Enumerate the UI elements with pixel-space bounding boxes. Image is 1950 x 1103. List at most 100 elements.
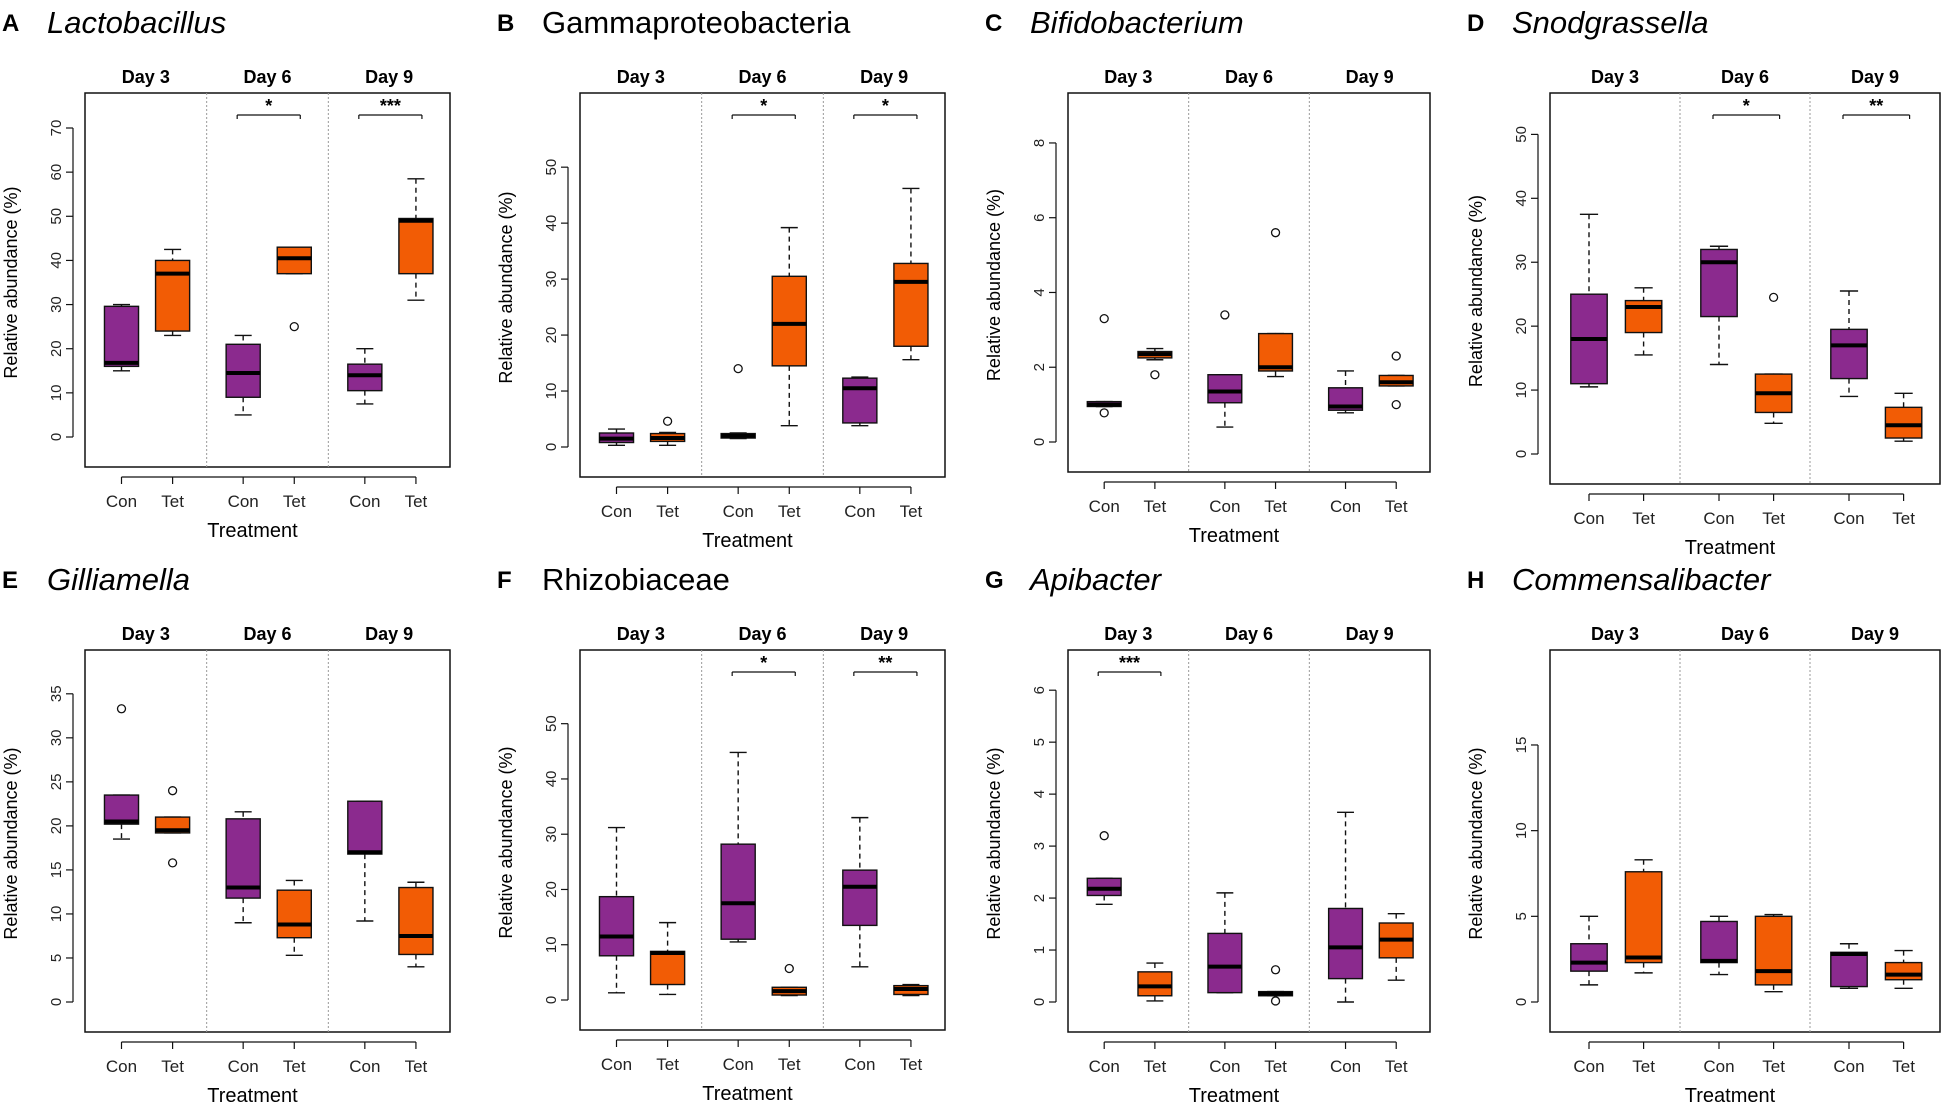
significance-stars: ** xyxy=(1869,96,1883,116)
box-iqr xyxy=(225,818,261,899)
outlier-point xyxy=(1768,292,1779,303)
significance-stars: * xyxy=(1743,96,1750,116)
y-tick-label: 5 xyxy=(1513,912,1530,920)
box-iqr xyxy=(1207,932,1243,994)
plot-frame xyxy=(84,649,451,1033)
y-tick-label: 20 xyxy=(48,340,65,357)
day-label: Day 3 xyxy=(1591,67,1639,87)
x-tick-label: Tet xyxy=(405,492,428,511)
x-tick-label: Tet xyxy=(1762,509,1785,528)
box-iqr xyxy=(103,305,140,368)
y-tick-label: 50 xyxy=(543,715,560,732)
x-tick-label: Con xyxy=(1209,497,1240,516)
day-label: Day 9 xyxy=(1851,67,1899,87)
day-label: Day 3 xyxy=(122,67,170,87)
box-iqr xyxy=(347,363,383,392)
x-tick-label: Con xyxy=(1703,1057,1734,1076)
y-axis-title: Relative abundance (%) xyxy=(1466,747,1486,939)
outlier-point xyxy=(1099,313,1109,324)
y-tick-label: 0 xyxy=(543,443,560,451)
day-label: Day 6 xyxy=(243,624,291,644)
day-label: Day 9 xyxy=(1346,624,1394,644)
box-iqr xyxy=(225,343,261,398)
box-con-day-3 xyxy=(598,428,635,447)
box-con-day-3 xyxy=(1570,915,1608,986)
day-label: Day 3 xyxy=(122,624,170,644)
day-label: Day 9 xyxy=(365,67,413,87)
panel-c: C Bifidobacterium Day 3 Day 6 Day 9 0 2 4 6 8 Rela… xyxy=(984,5,1431,547)
x-tick-label: Tet xyxy=(283,492,306,511)
box-tet-day-3 xyxy=(154,248,191,337)
x-axis-title: Treatment xyxy=(702,530,793,552)
box-con-day-3 xyxy=(103,303,140,372)
box-tet-day-6 xyxy=(1754,292,1793,425)
outlier-point xyxy=(167,786,178,796)
y-tick-label: 0 xyxy=(1031,438,1048,446)
outlier-point xyxy=(289,321,299,332)
outlier-point xyxy=(662,416,673,426)
y-tick-label: 40 xyxy=(1513,190,1530,207)
significance-stars: ** xyxy=(878,653,892,673)
x-tick-label: Con xyxy=(349,492,380,511)
box-tet-day-3 xyxy=(1624,287,1663,356)
y-tick-label: 50 xyxy=(543,159,560,176)
box-iqr xyxy=(1884,961,1923,981)
x-tick-label: Tet xyxy=(1385,497,1408,516)
box-tet-day-3 xyxy=(154,786,191,868)
x-tick-label: Tet xyxy=(1264,1057,1287,1076)
box-iqr xyxy=(842,869,878,927)
box-con-day-9 xyxy=(842,816,878,968)
box-tet-day-9 xyxy=(398,178,434,301)
x-tick-label: Con xyxy=(349,1057,380,1076)
box-tet-day-3 xyxy=(649,416,686,447)
y-tick-label: 15 xyxy=(1513,737,1530,754)
y-tick-label: 8 xyxy=(1031,139,1048,147)
x-axis-title: Treatment xyxy=(1189,1085,1280,1103)
day-label: Day 3 xyxy=(617,624,665,644)
outlier-point xyxy=(1270,965,1281,975)
x-tick-label: Con xyxy=(601,502,632,521)
panel-letter: C xyxy=(985,10,1002,37)
x-tick-label: Tet xyxy=(778,502,801,521)
box-con-day-9 xyxy=(1327,370,1364,414)
y-tick-label: 10 xyxy=(543,936,560,953)
x-tick-label: Con xyxy=(228,492,259,511)
plot-frame xyxy=(1549,92,1941,485)
box-con-day-3 xyxy=(1570,213,1608,388)
y-tick-label: 5 xyxy=(1031,738,1048,746)
box-iqr xyxy=(598,895,635,957)
y-axis-title: Relative abundance (%) xyxy=(984,189,1004,381)
y-tick-label: 50 xyxy=(1513,126,1530,143)
box-tet-day-9 xyxy=(1884,949,1923,989)
box-iqr xyxy=(1830,951,1868,988)
panel-letter: D xyxy=(1467,10,1484,37)
box-con-day-6 xyxy=(1207,310,1243,428)
x-tick-label: Tet xyxy=(161,492,184,511)
y-tick-label: 0 xyxy=(543,996,560,1004)
box-iqr xyxy=(842,377,878,424)
box-tet-day-6 xyxy=(771,226,808,427)
outlier-point xyxy=(733,363,743,374)
x-tick-label: Con xyxy=(844,1055,875,1074)
x-tick-label: Con xyxy=(1330,1057,1361,1076)
box-iqr xyxy=(154,259,191,332)
x-tick-label: Tet xyxy=(1144,497,1167,516)
outlier-point xyxy=(1391,351,1401,361)
x-tick-label: Tet xyxy=(656,1055,679,1074)
y-tick-label: 10 xyxy=(48,385,65,402)
day-label: Day 6 xyxy=(738,67,786,87)
plot-frame xyxy=(579,649,946,1031)
box-tet-day-6 xyxy=(771,963,808,997)
day-label: Day 6 xyxy=(1225,624,1273,644)
y-tick-label: 30 xyxy=(48,729,65,746)
y-tick-label: 6 xyxy=(1031,214,1048,222)
x-tick-label: Con xyxy=(106,1057,137,1076)
box-tet-day-3 xyxy=(1137,347,1173,380)
x-tick-label: Tet xyxy=(161,1057,184,1076)
panel-f: F Rhizobiaceae Day 3 Day 6 Day 9 0 10 20 30 40 50 R… xyxy=(496,562,946,1103)
box-iqr xyxy=(1327,907,1364,980)
box-iqr xyxy=(1700,248,1738,318)
box-tet-day-6 xyxy=(1257,228,1294,378)
day-label: Day 6 xyxy=(1721,67,1769,87)
